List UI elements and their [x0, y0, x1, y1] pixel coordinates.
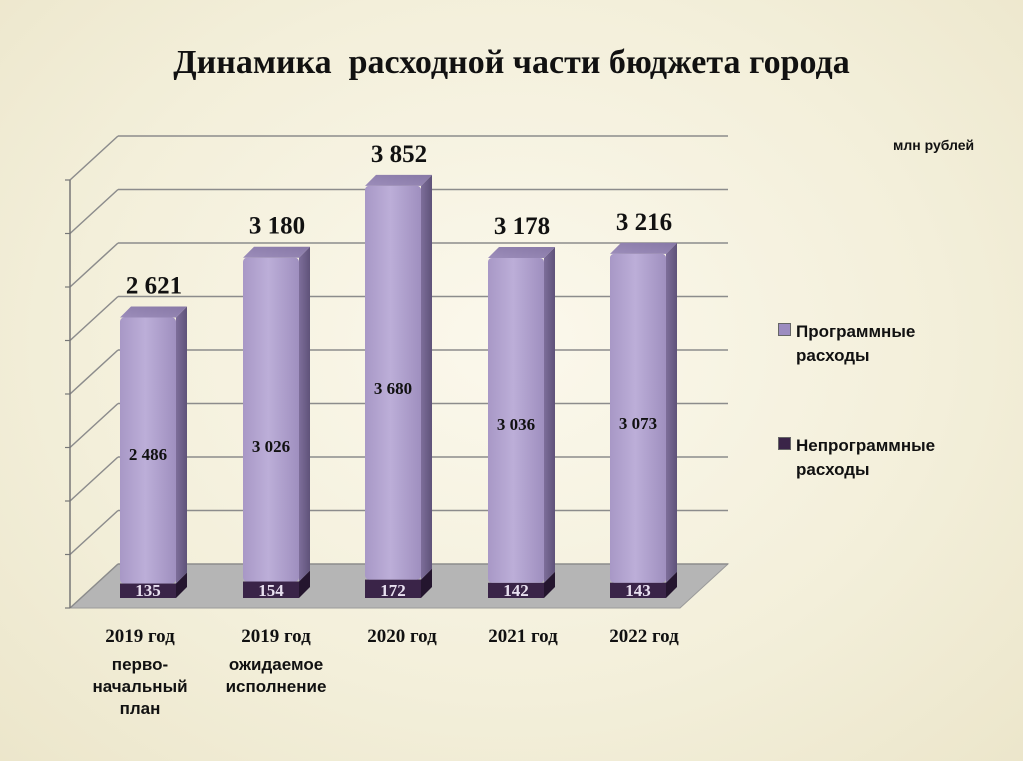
bar-segment-neprogrammnye [610, 582, 666, 598]
data-label-programmnye: 3 026 [252, 437, 290, 456]
bar-top [610, 242, 677, 254]
x-axis-year: 2022 год [609, 626, 679, 647]
data-label-neprogrammnye: 154 [258, 581, 284, 600]
data-labels: 135 2 486 2 621 154 3 026 3 180 172 3 680 3 852 1… [126, 141, 672, 600]
bar-top [365, 174, 432, 186]
legend-label: Непрограммные расходы [796, 436, 936, 479]
x-axis-year: 2019 год [241, 626, 311, 647]
gridline-side [69, 295, 119, 342]
data-label-total: 2 621 [126, 273, 182, 300]
gridline-side [69, 242, 119, 288]
bar-top [120, 306, 187, 318]
x-axis-sublabel: перво-начальный план [92, 655, 188, 718]
x-axis-year: 2019 год [105, 626, 175, 647]
gridline-side [69, 135, 119, 181]
x-axis-year: 2020 год [367, 626, 437, 647]
gridline-side [69, 563, 119, 609]
gridline-side [69, 349, 119, 395]
x-axis-year: 2021 год [488, 626, 558, 647]
data-label-programmnye: 3 073 [619, 414, 657, 433]
bar-segment-neprogrammnye [488, 582, 544, 598]
bar-segment-programmnye [488, 257, 544, 583]
gridline-side [69, 188, 119, 235]
bar-side-programmnye [544, 246, 555, 583]
bar-side-neprogrammnye [544, 571, 555, 598]
bar-side-neprogrammnye [421, 568, 432, 598]
bar-side-programmnye [666, 242, 677, 583]
bar-top [488, 246, 555, 258]
x-axis-label: 2021 год [453, 626, 593, 648]
bar-segment-programmnye [365, 185, 421, 580]
x-axis-label: 2019 год ожидаемое исполнение [206, 626, 346, 698]
gridline-side [69, 402, 119, 449]
bar-side-programmnye [176, 306, 187, 584]
legend-item-programmnye: Программные расходы [778, 320, 966, 368]
data-label-programmnye: 3 680 [374, 379, 412, 398]
bars [120, 174, 677, 598]
bar-segment-neprogrammnye [365, 579, 421, 598]
x-axis-label: 2022 год [574, 626, 714, 648]
bar-side-neprogrammnye [666, 571, 677, 598]
bar-side-neprogrammnye [299, 570, 310, 598]
data-label-total: 3 216 [616, 209, 672, 236]
x-axis-label: 2020 год [332, 626, 472, 648]
bar-segment-programmnye [610, 253, 666, 583]
data-label-programmnye: 2 486 [129, 445, 167, 464]
bar-segment-programmnye [243, 257, 299, 582]
bar-side-programmnye [421, 174, 432, 580]
chart-title: Динамика расходной части бюджета города [173, 44, 850, 81]
bar-side-programmnye [299, 246, 310, 582]
bar-segment-neprogrammnye [120, 583, 176, 598]
legend-item-neprogrammnye: Непрограммные расходы [778, 434, 976, 482]
legend-swatch [778, 323, 791, 336]
data-label-programmnye: 3 036 [497, 415, 535, 434]
unit-label: млн рублей [893, 137, 975, 153]
data-label-neprogrammnye: 135 [135, 581, 161, 600]
data-label-neprogrammnye: 142 [503, 581, 529, 600]
x-axis-sublabel: ожидаемое исполнение [225, 655, 327, 696]
bar-side-neprogrammnye [176, 572, 187, 598]
bar-segment-neprogrammnye [243, 581, 299, 598]
data-label-total: 3 180 [249, 213, 305, 240]
bar-top [243, 246, 310, 258]
x-axis-label: 2019 год перво-начальный план [70, 626, 210, 720]
bar-segment-programmnye [120, 317, 176, 584]
gridline-side [69, 456, 119, 502]
gridline-side [69, 509, 119, 556]
legend-swatch [778, 437, 791, 450]
data-label-neprogrammnye: 143 [625, 581, 651, 600]
data-label-total: 3 852 [371, 141, 427, 168]
data-label-neprogrammnye: 172 [380, 581, 406, 600]
data-label-total: 3 178 [494, 213, 550, 240]
legend-label: Программные расходы [796, 322, 916, 365]
